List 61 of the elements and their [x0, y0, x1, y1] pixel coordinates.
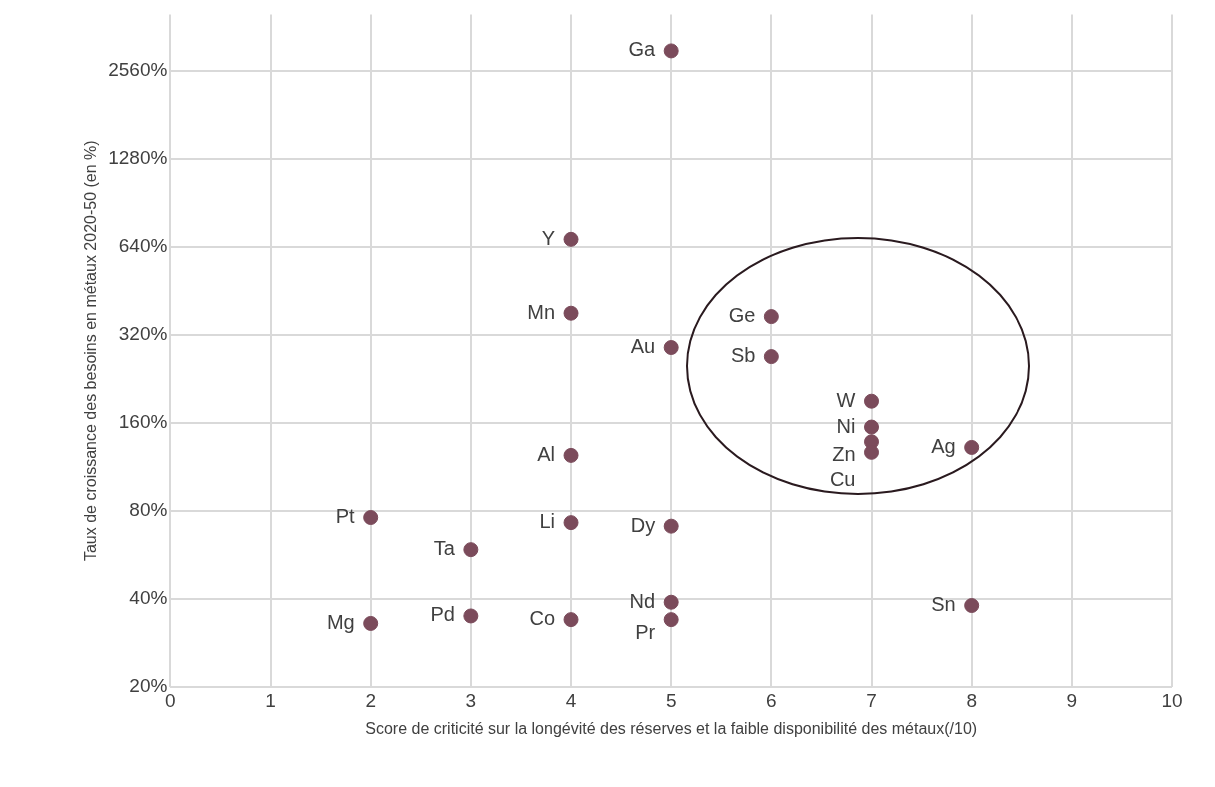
point [463, 608, 479, 624]
point [463, 542, 479, 558]
annotation: Ge [728, 304, 756, 327]
annotation: Pd [430, 603, 455, 626]
y-tick-label: 2560% [108, 59, 168, 81]
point [864, 393, 880, 409]
annotation: Ta [433, 537, 456, 560]
annotation: Y [541, 226, 556, 249]
point [563, 515, 579, 531]
annotation: W [836, 388, 856, 411]
annotation: Co [529, 607, 556, 630]
annotation: Ni [836, 414, 856, 437]
point [763, 349, 779, 365]
x-tick-label: 6 [766, 689, 777, 711]
x-tick-label: 8 [966, 689, 977, 711]
point [363, 615, 379, 631]
annotation: Zn [832, 443, 856, 466]
annotation: Mg [326, 610, 355, 633]
annotation: Ga [628, 38, 657, 61]
point [563, 447, 579, 463]
annotation: Li [539, 510, 556, 533]
point [763, 309, 779, 325]
x-tick-label: 1 [265, 689, 276, 711]
point [563, 231, 579, 247]
y-tick-label: 80% [129, 499, 168, 521]
y-tick-label: 1280% [108, 147, 168, 169]
y-axis-title: Taux de croissance des besoins en métaux 2020-50 (en %) [82, 140, 100, 562]
y-tick-label: 640% [118, 235, 168, 257]
x-tick-label: 7 [866, 689, 877, 711]
annotation: Sn [931, 593, 956, 616]
x-tick-label: 10 [1161, 689, 1183, 711]
point [663, 340, 679, 356]
annotation: Cu [829, 467, 856, 490]
annotation: Ag [931, 434, 956, 457]
annotation: Nd [629, 589, 656, 612]
point [563, 305, 579, 321]
point [864, 419, 880, 435]
annotation: Al [537, 442, 556, 465]
point [663, 518, 679, 534]
point [363, 510, 379, 526]
x-tick-label: 3 [465, 689, 477, 711]
point [964, 439, 980, 455]
annotation: Pr [635, 621, 656, 644]
y-tick-label: 160% [118, 411, 168, 433]
x-tick-label: 5 [665, 689, 677, 711]
x-tick-label: 4 [565, 689, 577, 711]
point [663, 594, 679, 610]
point [663, 612, 679, 628]
annotation: Pt [335, 505, 356, 528]
annotation: Mn [527, 300, 556, 323]
y-tick-label: 320% [118, 323, 168, 345]
x-tick-label: 2 [365, 689, 376, 711]
point [563, 612, 579, 628]
y-tick-label: 40% [129, 587, 168, 609]
annotation: Dy [630, 513, 656, 536]
point [964, 598, 980, 614]
x-tick-label: 9 [1066, 689, 1078, 711]
x-axis-title: Score de criticité sur la longévité des réserves et la faible disponibilité des métaux(/10) [365, 719, 978, 737]
annotation: Sb [730, 344, 756, 367]
annotation: Au [630, 335, 656, 358]
point [663, 43, 679, 59]
